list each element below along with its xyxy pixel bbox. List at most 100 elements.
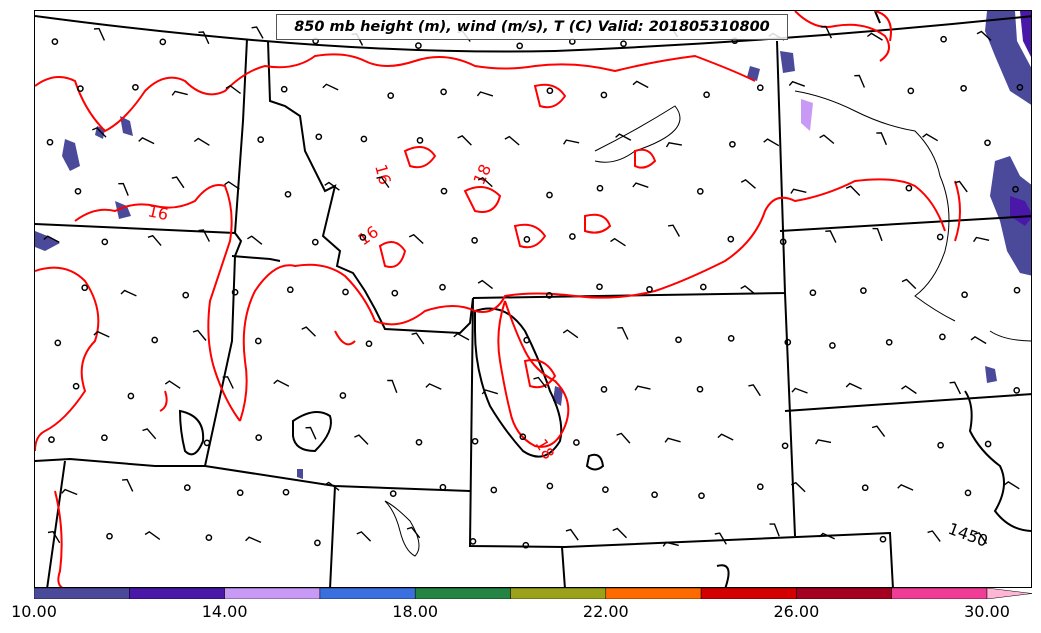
wind-barb — [387, 379, 398, 393]
calm-station-marker — [781, 442, 789, 450]
wind-barb — [476, 91, 494, 97]
wind-barb — [120, 289, 137, 297]
calm-station-marker — [885, 338, 893, 346]
wind-barb — [866, 32, 883, 41]
wind-barb — [610, 237, 626, 247]
temperature-label: 16 — [354, 222, 382, 249]
wind-barb — [901, 278, 917, 290]
calm-station-marker — [391, 289, 399, 297]
wind-barb — [356, 531, 372, 542]
wind-barb — [901, 385, 917, 395]
weather-map: 16 16 16 18 18 1450 — [35, 11, 1031, 587]
wind-barb — [164, 380, 181, 389]
wind-barb — [748, 384, 761, 397]
calm-station-marker — [984, 139, 991, 147]
wind-barb — [251, 26, 264, 39]
colorbar-bin — [414, 588, 511, 599]
calm-station-marker — [339, 392, 347, 399]
calm-station-marker — [101, 238, 109, 246]
wind-barb — [791, 481, 806, 493]
wind-barb — [665, 142, 683, 148]
wind-barb — [562, 329, 579, 339]
calm-station-marker — [342, 288, 349, 296]
wind-barb — [481, 389, 499, 395]
calm-station-marker — [936, 233, 944, 241]
calm-station-marker — [984, 440, 992, 448]
height-contour-labels: 1450 — [946, 519, 991, 551]
temperature-label: 18 — [469, 161, 495, 187]
temperature-contours — [35, 11, 961, 587]
wind-barb — [872, 227, 883, 242]
wind-barb — [563, 139, 580, 145]
calm-station-marker — [106, 532, 113, 540]
wind-barb — [949, 381, 962, 395]
colorbar-bin — [796, 588, 892, 599]
wind-barb — [876, 132, 888, 146]
colorbar-tick-label: 10.00 — [11, 602, 57, 621]
calm-station-marker — [703, 91, 710, 99]
wind-barb — [61, 488, 78, 496]
wind-barb — [565, 528, 579, 541]
station-markers — [46, 35, 1024, 549]
calm-station-marker — [651, 491, 658, 499]
calm-station-marker — [490, 486, 498, 494]
wind-barb — [138, 137, 155, 145]
calm-station-marker — [254, 337, 262, 345]
calm-station-marker — [696, 385, 704, 393]
wind-barb — [408, 233, 424, 245]
wind-barb — [616, 432, 631, 444]
colorbar-bin — [510, 588, 607, 599]
wind-barb — [93, 330, 110, 338]
calm-station-marker — [77, 85, 84, 92]
calm-station-marker — [879, 535, 887, 543]
wind-barb — [411, 332, 425, 345]
calm-station-marker — [415, 438, 423, 446]
wind-barb — [198, 31, 210, 45]
calm-station-marker — [182, 291, 190, 299]
calm-station-marker — [809, 289, 817, 297]
wind-barb — [897, 483, 914, 491]
calm-station-marker — [360, 135, 368, 143]
wind-barb — [662, 541, 679, 547]
calm-station-marker — [523, 236, 531, 243]
calm-station-marker — [937, 441, 944, 449]
wind-barb — [247, 235, 263, 245]
calm-station-marker — [1013, 286, 1021, 294]
wind-barb — [714, 532, 727, 545]
wind-barb — [763, 138, 780, 147]
calm-station-marker — [203, 439, 211, 447]
calm-station-marker — [236, 489, 244, 497]
wind-barb — [457, 135, 472, 146]
calm-station-marker — [440, 88, 447, 96]
wind-barb — [225, 84, 242, 95]
wind-barb — [324, 481, 340, 491]
calm-station-marker — [756, 483, 764, 491]
calm-station-marker — [280, 85, 288, 93]
wind-barb — [790, 188, 807, 194]
calm-station-marker — [231, 288, 239, 296]
wind-barb — [740, 179, 756, 189]
wind-barb — [612, 527, 627, 539]
temperature-label: 16 — [371, 162, 395, 187]
calm-station-marker — [545, 292, 553, 299]
calm-station-marker — [523, 336, 531, 344]
wind-barb — [974, 532, 988, 545]
wind-barb — [788, 80, 806, 87]
wind-barb — [118, 182, 129, 196]
wind-barb — [376, 176, 390, 189]
wind-barb — [668, 224, 681, 237]
calm-station-marker — [905, 184, 913, 192]
wind-barb — [976, 30, 992, 41]
calm-station-marker — [1016, 84, 1024, 91]
colorbar-bin — [891, 588, 988, 599]
wind-barb — [664, 437, 681, 443]
wind-barbs — [43, 25, 1020, 547]
colorbar-tick-label: 14.00 — [201, 602, 248, 621]
colorbar-bin — [129, 588, 225, 599]
map-title: 850 mb height (m), wind (m/s), T (C) Val… — [276, 14, 788, 40]
calm-station-marker — [387, 92, 395, 99]
colorbar-bin — [34, 588, 130, 599]
wind-barb — [615, 133, 632, 141]
calm-station-marker — [699, 283, 707, 291]
wind-barb — [973, 236, 990, 243]
